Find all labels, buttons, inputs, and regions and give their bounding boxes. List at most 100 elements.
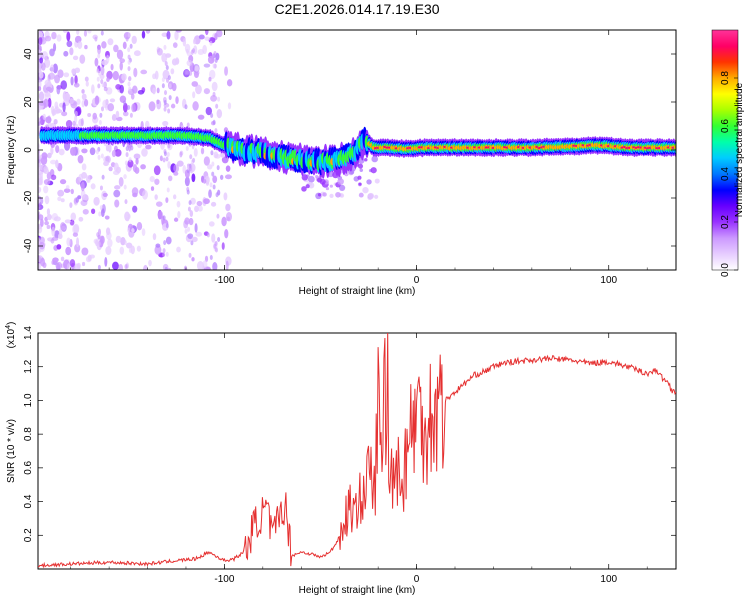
noise-speckle	[173, 171, 179, 176]
noise-speckle	[224, 228, 229, 239]
noise-speckle	[81, 89, 85, 94]
noise-speckle	[114, 185, 121, 190]
noise-speckle	[51, 236, 59, 241]
noise-speckle	[40, 218, 44, 228]
noise-speckle	[127, 213, 131, 219]
noise-speckle	[212, 262, 218, 270]
noise-speckle	[127, 66, 131, 72]
noise-speckle	[203, 88, 211, 95]
noise-speckle	[129, 43, 133, 49]
noise-speckle	[123, 174, 127, 180]
noise-speckle	[221, 156, 229, 164]
noise-speckle	[167, 267, 172, 270]
noise-speckle	[81, 93, 87, 101]
noise-speckle	[115, 235, 122, 243]
noise-speckle	[77, 41, 83, 50]
noise-speckle	[65, 246, 72, 256]
noise-speckle	[216, 108, 223, 119]
noise-speckle	[325, 186, 330, 191]
noise-speckle	[134, 167, 140, 174]
noise-speckle	[192, 38, 197, 45]
noise-speckle	[127, 59, 131, 65]
noise-speckle	[305, 184, 310, 189]
noise-speckle	[76, 237, 80, 248]
noise-speckle	[162, 252, 166, 258]
noise-speckle	[214, 128, 218, 134]
noise-speckle	[127, 32, 131, 38]
noise-speckle	[52, 109, 57, 116]
noise-speckle	[58, 228, 63, 236]
noise-speckle	[161, 32, 168, 38]
noise-speckle	[63, 72, 70, 78]
noise-speckle	[185, 146, 189, 152]
noise-speckle	[212, 175, 218, 184]
noise-speckle	[370, 167, 377, 174]
noise-speckle	[141, 189, 148, 200]
noise-speckle	[107, 143, 112, 153]
noise-speckle	[176, 246, 181, 253]
noise-speckle	[173, 217, 179, 222]
noise-speckle	[140, 69, 148, 75]
noise-speckle	[215, 103, 219, 109]
noise-speckle	[177, 211, 181, 219]
noise-speckle	[217, 96, 221, 102]
noise-speckle	[196, 260, 204, 270]
noise-speckle	[197, 205, 203, 212]
noise-speckle	[51, 226, 56, 237]
noise-speckle	[164, 266, 168, 270]
noise-speckle	[55, 261, 63, 270]
noise-speckle	[70, 212, 77, 221]
noise-speckle	[55, 145, 60, 154]
noise-speckle	[150, 186, 155, 191]
noise-speckle	[216, 165, 220, 171]
noise-speckle	[44, 79, 52, 87]
spectrogram-heatmap	[38, 30, 676, 270]
noise-speckle	[124, 264, 128, 270]
noise-speckle	[154, 194, 158, 200]
noise-speckle	[38, 154, 43, 160]
noise-speckle	[38, 162, 42, 171]
noise-speckle	[209, 182, 213, 188]
noise-speckle	[114, 148, 122, 157]
noise-speckle	[84, 76, 89, 82]
noise-speckle	[359, 168, 364, 172]
noise-speckle	[131, 228, 135, 233]
noise-speckle	[174, 30, 179, 41]
noise-speckle	[84, 44, 88, 50]
noise-speckle	[173, 194, 177, 200]
noise-speckle	[166, 77, 170, 83]
noise-speckle	[193, 70, 199, 79]
noise-speckle	[316, 177, 323, 183]
noise-speckle	[79, 54, 86, 64]
noise-speckle	[43, 179, 51, 185]
noise-speckle	[170, 68, 175, 75]
noise-speckle	[188, 166, 192, 172]
noise-speckle	[357, 175, 362, 180]
noise-speckle	[38, 214, 44, 221]
spectrogram-y-tick-label: 0	[23, 147, 34, 153]
noise-speckle	[184, 176, 190, 187]
noise-speckle	[95, 149, 99, 155]
noise-speckle	[168, 95, 172, 101]
noise-speckle	[110, 63, 114, 71]
noise-speckle	[194, 223, 198, 233]
noise-speckle	[102, 99, 109, 109]
noise-speckle	[221, 242, 225, 250]
noise-speckle	[164, 90, 168, 96]
noise-speckle	[161, 53, 168, 63]
noise-speckle	[184, 228, 188, 234]
noise-speckle	[81, 100, 85, 108]
noise-speckle	[107, 238, 113, 248]
noise-speckle	[46, 224, 51, 230]
noise-speckle	[72, 55, 79, 61]
noise-speckle	[63, 92, 71, 102]
noise-speckle	[62, 102, 66, 113]
noise-speckle	[195, 231, 203, 237]
colorbar-tick-label: 0.0	[720, 263, 731, 277]
noise-speckle	[72, 120, 76, 126]
noise-speckle	[107, 103, 115, 112]
noise-speckle	[186, 69, 190, 75]
noise-speckle	[46, 213, 52, 221]
noise-speckle	[118, 264, 123, 270]
